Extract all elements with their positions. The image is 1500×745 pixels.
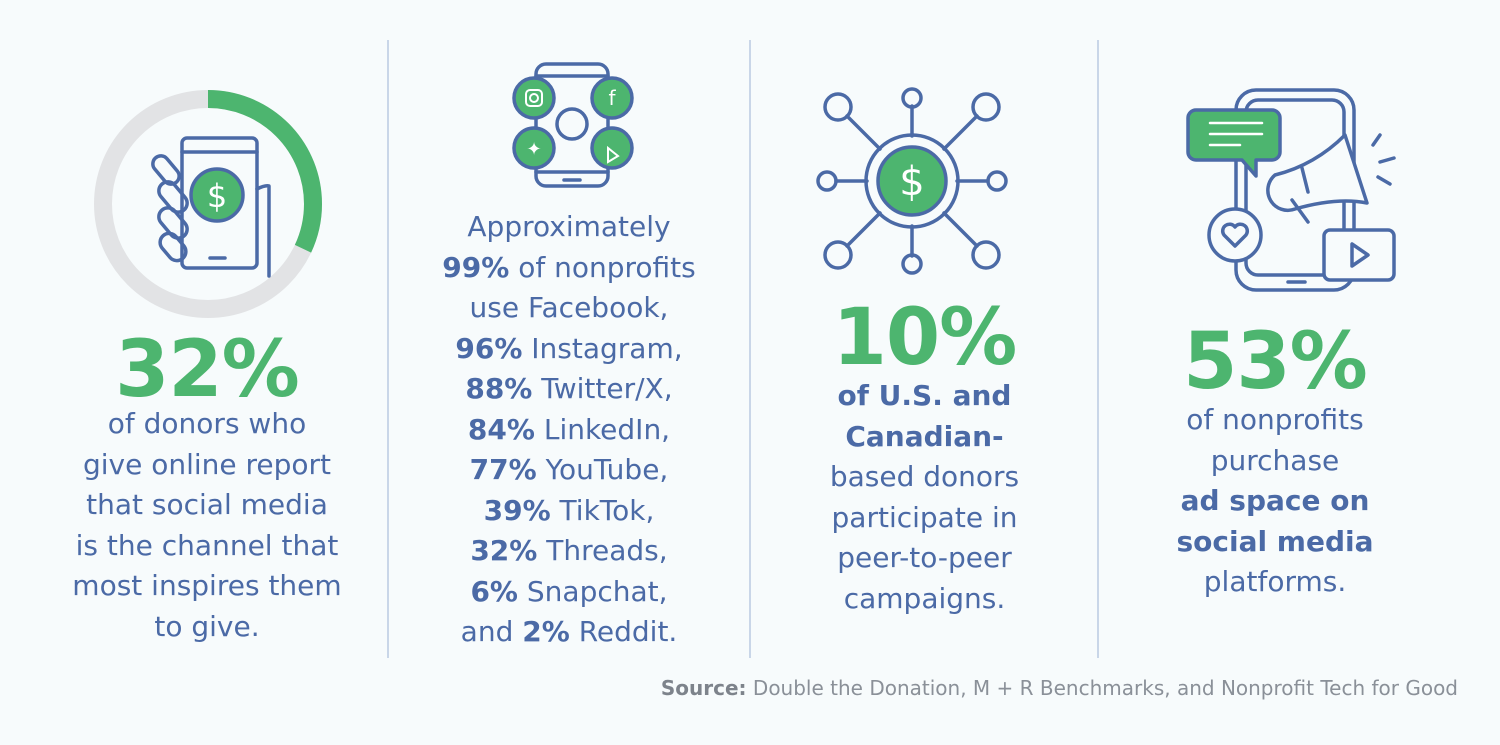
stat-text-line: 96% Instagram, [455, 331, 683, 365]
svg-text:f: f [608, 86, 616, 110]
source-note: Source: Double the Donation, M + R Bench… [660, 676, 1458, 700]
stat-peer-to-peer: 10% of U.S. and Canadian- based donors p… [752, 298, 1097, 619]
stat-text-line: Canadian- [845, 419, 1004, 453]
stat-text-line: 39% TikTok, [483, 493, 655, 527]
stat-text-line: to give. [154, 609, 260, 643]
stat-text-line: Approximately [467, 210, 671, 243]
hand-holding-phone-dollar-icon [151, 136, 271, 278]
stat-text-line: that social media [86, 488, 328, 521]
stat-text-line: 84% LinkedIn, [467, 412, 671, 446]
stat-text-line: ad space on [1180, 484, 1370, 517]
stat-donors-social: 32% of donors who give online report tha… [27, 330, 387, 647]
progress-ring: $ [94, 90, 322, 318]
stat-text-line: of nonprofits [1186, 403, 1364, 436]
progress-ring-fill [94, 90, 322, 318]
stat-text-line: is the channel that [75, 528, 339, 562]
stat-text-line: use Facebook, [469, 291, 669, 324]
stat-text-line: most inspires them [72, 569, 342, 602]
svg-text:$: $ [899, 159, 924, 205]
stat-ad-space: 53% of nonprofits purchase ad space on s… [1100, 322, 1450, 603]
divider [749, 40, 751, 658]
stat-text-line: and 2% Reddit. [460, 615, 678, 648]
stat-text-line: peer-to-peer [837, 541, 1012, 574]
stat-text-line: platforms. [1203, 565, 1347, 598]
phone-social-media-icon: f ✦ [512, 62, 634, 188]
svg-text:$: $ [207, 177, 227, 215]
dollar-network-icon: $ [816, 87, 1008, 275]
stat-value: 10% [832, 293, 1018, 383]
stat-text-line: 77% YouTube, [469, 453, 669, 486]
stat-value: 53% [1183, 317, 1368, 407]
stat-text-line: based donors [829, 460, 1020, 493]
stat-text-line: campaigns. [843, 581, 1006, 615]
stat-text-line: 32% Threads, [470, 534, 668, 567]
stat-text-line: participate in [831, 500, 1018, 534]
stat-text-line: of donors who [107, 407, 307, 440]
divider [1097, 40, 1099, 658]
divider [387, 40, 389, 658]
svg-text:✦: ✦ [526, 139, 541, 160]
stat-text-line: 99% of nonprofits [442, 250, 696, 284]
stat-value: 32% [115, 325, 300, 415]
stat-nonprofit-platforms: Approximately 99% of nonprofits use Face… [390, 207, 748, 653]
stat-text-line: social media [1176, 524, 1374, 558]
stat-text-line: 88% Twitter/X, [465, 372, 673, 405]
stat-text-line: 6% Snapchat, [470, 574, 668, 608]
stat-text-line: purchase [1210, 443, 1340, 477]
phone-megaphone-icon [1186, 88, 1396, 292]
stat-text-line: give online report [82, 447, 332, 481]
stat-text-line: of U.S. and [837, 379, 1012, 412]
